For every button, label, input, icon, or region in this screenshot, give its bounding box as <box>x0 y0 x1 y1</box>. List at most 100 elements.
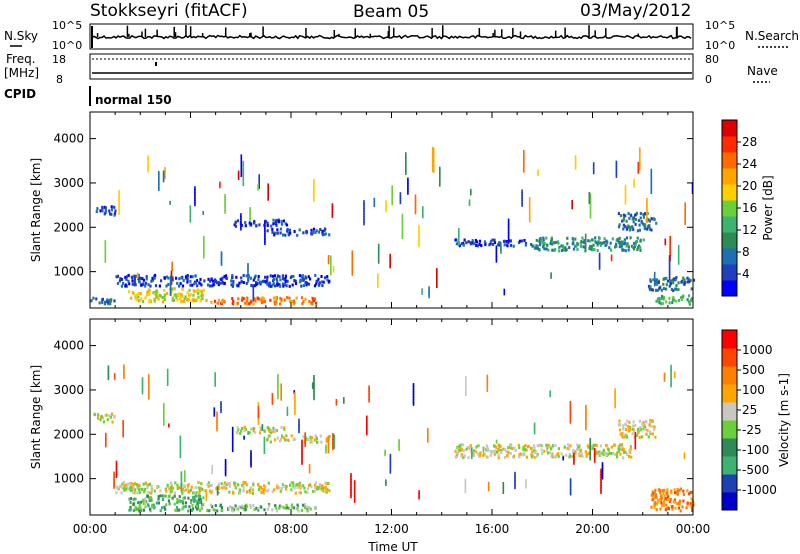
range-cell <box>249 490 252 494</box>
range-cell <box>224 472 227 477</box>
range-cell <box>432 161 435 165</box>
range-cell <box>310 228 313 232</box>
range-cell <box>110 212 113 216</box>
colorbar-swatch <box>722 120 737 137</box>
range-cell <box>665 503 668 507</box>
range-cell <box>668 296 671 300</box>
range-cell <box>257 275 260 278</box>
range-cell <box>608 246 611 250</box>
range-cell <box>279 227 283 231</box>
range-cell <box>205 491 208 496</box>
range-cell <box>282 219 285 223</box>
range-cell <box>191 283 194 287</box>
range-cell <box>181 287 184 291</box>
range-cell <box>257 402 260 407</box>
freq-label: Freq. <box>6 52 36 66</box>
range-cell <box>680 298 684 301</box>
range-cell <box>130 296 133 300</box>
range-cell <box>206 482 209 486</box>
range-cell <box>486 387 489 392</box>
range-cell <box>169 286 172 291</box>
range-cell <box>304 435 306 439</box>
range-cell <box>314 486 317 490</box>
range-cell <box>169 291 172 296</box>
range-cell <box>414 210 417 215</box>
range-cell <box>139 500 142 504</box>
range-cell <box>97 413 100 417</box>
range-cell <box>192 497 195 501</box>
range-cell <box>618 236 621 240</box>
range-cell <box>645 432 648 436</box>
range-cell <box>351 258 354 263</box>
range-cell <box>686 298 689 302</box>
range-cell <box>224 209 226 214</box>
colorbar-tick-label: 12 <box>742 223 757 237</box>
range-cell <box>571 455 574 459</box>
range-cell <box>149 507 152 511</box>
range-cell <box>569 417 572 421</box>
range-cell <box>593 248 596 252</box>
range-cell <box>669 282 672 286</box>
range-cell <box>373 200 376 205</box>
range-cell <box>549 393 551 398</box>
range-cell <box>592 444 595 447</box>
range-cell <box>504 456 507 460</box>
range-cell <box>266 275 269 279</box>
range-cell <box>244 508 247 511</box>
range-cell <box>675 299 678 303</box>
range-cell <box>237 176 240 180</box>
range-cell <box>495 250 498 255</box>
range-cell <box>325 449 327 454</box>
range-cell <box>525 455 528 459</box>
range-cell <box>668 301 671 305</box>
range-cell <box>509 239 512 243</box>
range-cell <box>159 489 162 493</box>
range-cell <box>104 300 107 304</box>
range-cell <box>528 213 531 218</box>
range-cell <box>687 492 690 496</box>
range-cell <box>278 275 281 279</box>
range-cell <box>663 375 666 380</box>
range-cell <box>321 284 324 288</box>
range-cell <box>145 275 148 279</box>
range-cell <box>148 379 150 384</box>
range-cell <box>198 491 201 495</box>
range-cell <box>662 295 665 299</box>
range-cell <box>540 239 543 243</box>
range-cell <box>134 488 137 492</box>
range-cell <box>270 284 273 288</box>
range-cell <box>276 228 279 232</box>
range-cell <box>151 503 154 507</box>
range-cell <box>171 287 174 291</box>
range-cell <box>305 283 308 287</box>
range-cell <box>265 280 269 284</box>
range-cell <box>193 282 196 286</box>
range-cell <box>279 439 282 443</box>
range-cell <box>162 300 165 304</box>
range-cell <box>436 270 438 275</box>
range-cell <box>240 162 243 167</box>
range-cell <box>495 256 498 260</box>
range-cell <box>633 242 636 245</box>
range-cell <box>301 302 304 306</box>
range-cell <box>203 246 205 251</box>
range-cell <box>166 374 169 379</box>
range-cell <box>198 281 201 285</box>
range-cell <box>547 443 550 447</box>
range-cell <box>551 444 554 448</box>
range-cell <box>621 219 624 223</box>
colorbar-swatch <box>722 492 737 511</box>
range-cell <box>631 217 634 221</box>
range-cell <box>166 382 169 386</box>
range-cell <box>298 483 301 487</box>
range-cell <box>176 497 179 501</box>
range-cell <box>592 248 595 252</box>
range-cell <box>103 212 106 216</box>
range-cell <box>303 506 306 510</box>
range-cell <box>658 286 661 290</box>
range-cell <box>191 503 194 507</box>
range-cell <box>432 166 435 171</box>
range-cell <box>538 248 541 252</box>
range-cell <box>331 203 334 208</box>
range-cell <box>171 264 173 269</box>
